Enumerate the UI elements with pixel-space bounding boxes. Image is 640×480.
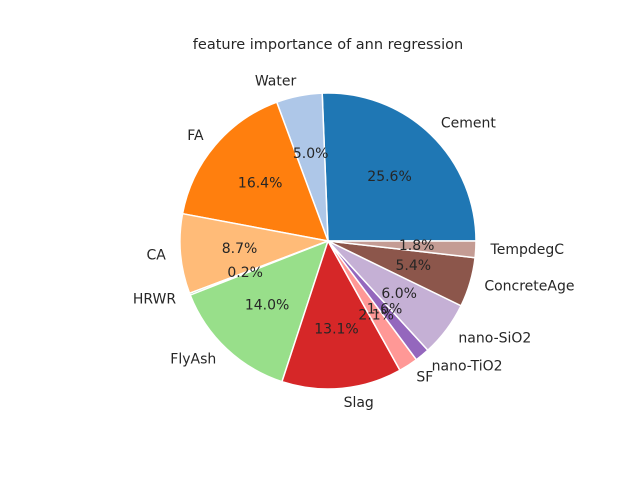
slice-label-nano-tio2: nano-TiO2 — [432, 359, 503, 375]
slice-pct-nano-sio2: 6.0% — [381, 286, 417, 302]
slice-label-hrwr: HRWR — [133, 292, 177, 308]
slice-label-flyash: FlyAsh — [170, 351, 216, 367]
pie-slices — [179, 92, 477, 390]
slice-pct-sf: 2.1% — [358, 308, 394, 324]
slice-pct-concreteage: 5.4% — [395, 258, 431, 274]
slice-label-water: Water — [255, 73, 297, 89]
slice-label-tempdegc: TempdegC — [490, 242, 565, 258]
slice-pct-ca: 8.7% — [222, 241, 258, 257]
slice-pct-water: 5.0% — [293, 146, 329, 162]
slice-pct-cement: 25.6% — [367, 169, 411, 185]
slice-label-concreteage: ConcreteAge — [484, 278, 574, 294]
pie-slice-tempdegc — [327, 240, 477, 259]
pie-slice-flyash — [189, 239, 330, 383]
slice-pct-flyash: 14.0% — [245, 298, 289, 314]
slice-label-ca: CA — [146, 247, 166, 263]
slice-label-cement: Cement — [441, 116, 497, 132]
pie-slice-slag — [281, 239, 401, 390]
pie-labels: Cement 25.6% Water 5.0% FA 16.4% CA 8.7% HRWR 0.2… — [133, 73, 575, 411]
slice-label-slag: Slag — [344, 395, 374, 411]
chart-title: feature importance of ann regression — [193, 37, 463, 53]
slice-label-fa: FA — [187, 128, 204, 144]
slice-pct-hrwr: 0.2% — [227, 265, 263, 281]
slice-pct-slag: 13.1% — [314, 321, 358, 337]
slice-label-sf: SF — [416, 370, 433, 386]
pie-slice-cement — [321, 92, 477, 242]
slice-label-nano-sio2: nano-SiO2 — [458, 330, 531, 346]
slice-pct-fa: 16.4% — [238, 176, 282, 192]
pie-slice-fa — [181, 101, 330, 242]
slice-pct-nano-tio2: 1.6% — [367, 301, 403, 317]
slice-pct-tempdegc: 1.8% — [399, 238, 435, 254]
